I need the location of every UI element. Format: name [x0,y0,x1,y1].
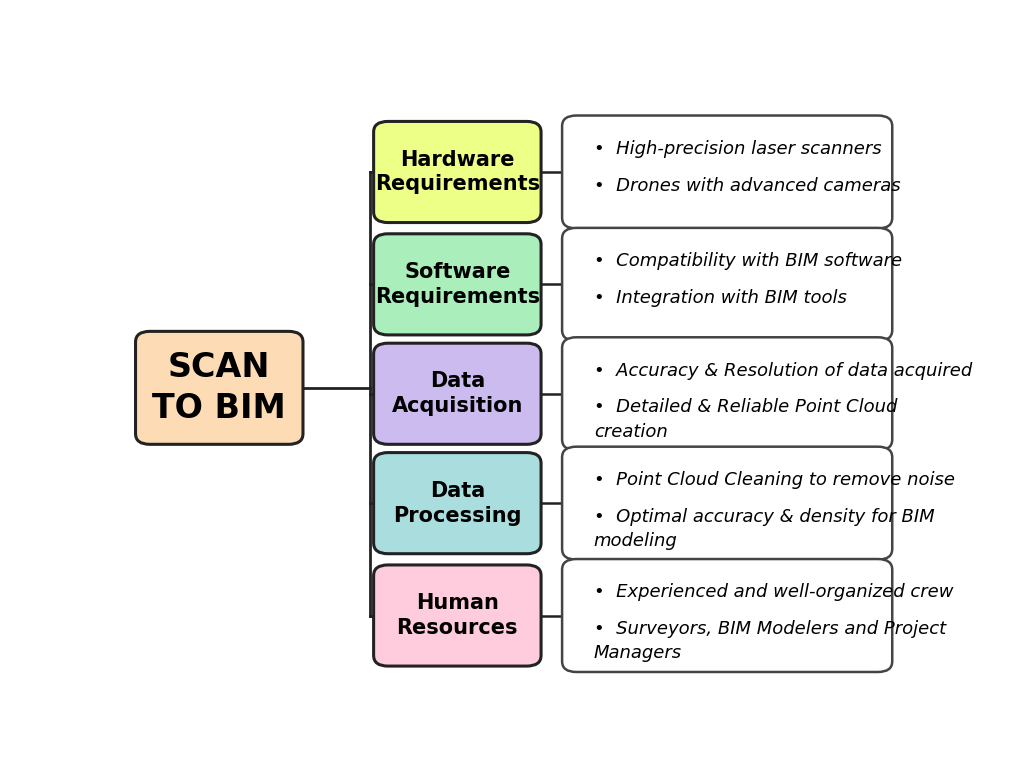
FancyBboxPatch shape [374,121,541,223]
FancyBboxPatch shape [562,228,892,341]
Text: Software
Requirements: Software Requirements [375,262,540,306]
Text: •  High-precision laser scanners: • High-precision laser scanners [594,140,882,158]
FancyBboxPatch shape [374,343,541,445]
Text: •  Accuracy & Resolution of data acquired: • Accuracy & Resolution of data acquired [594,362,972,379]
Text: Data
Processing: Data Processing [393,481,521,525]
Text: •  Surveyors, BIM Modelers and Project
Managers: • Surveyors, BIM Modelers and Project Ma… [594,620,946,662]
Text: •  Drones with advanced cameras: • Drones with advanced cameras [594,177,900,194]
Text: •  Optimal accuracy & density for BIM
modeling: • Optimal accuracy & density for BIM mod… [594,508,935,550]
Text: Human
Resources: Human Resources [396,593,518,638]
FancyBboxPatch shape [562,337,892,450]
FancyBboxPatch shape [135,331,303,445]
FancyBboxPatch shape [374,565,541,666]
FancyBboxPatch shape [562,559,892,672]
FancyBboxPatch shape [374,233,541,335]
FancyBboxPatch shape [562,115,892,228]
Text: •  Point Cloud Cleaning to remove noise: • Point Cloud Cleaning to remove noise [594,471,954,489]
Text: SCAN
TO BIM: SCAN TO BIM [153,351,286,425]
Text: Data
Acquisition: Data Acquisition [391,372,523,416]
FancyBboxPatch shape [374,452,541,554]
Text: •  Integration with BIM tools: • Integration with BIM tools [594,289,847,307]
Text: Hardware
Requirements: Hardware Requirements [375,150,540,194]
FancyBboxPatch shape [562,447,892,560]
Text: •  Detailed & Reliable Point Cloud
creation: • Detailed & Reliable Point Cloud creati… [594,399,897,441]
Text: •  Compatibility with BIM software: • Compatibility with BIM software [594,252,902,270]
Text: •  Experienced and well-organized crew: • Experienced and well-organized crew [594,584,953,601]
